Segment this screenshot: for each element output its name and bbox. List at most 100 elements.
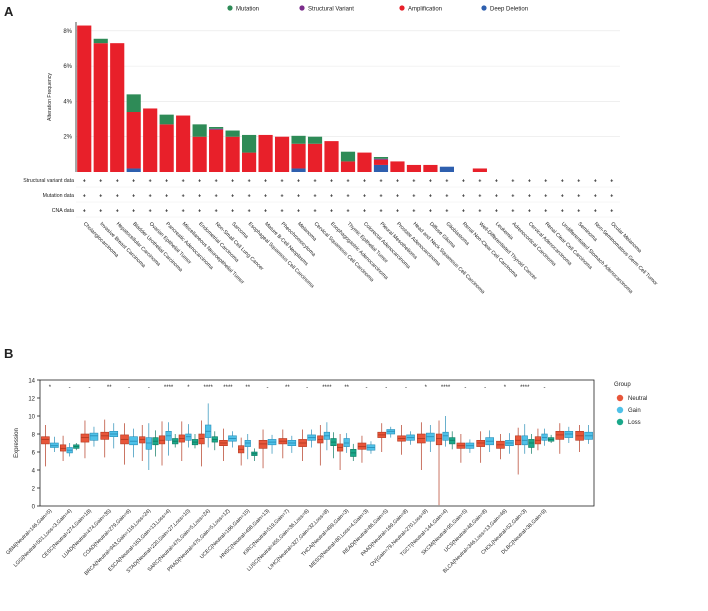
y-tick-label: 14 [28,378,35,384]
data-row-marker: + [495,179,498,185]
significance-label: - [385,385,387,391]
bar-segment-mutation [242,134,257,153]
data-row-marker: + [511,209,514,215]
box-neutral [435,433,443,446]
data-row-marker: + [231,179,234,185]
y-axis-title: Alteration Frequency [47,73,53,121]
bar-segment-mutation [159,114,174,125]
data-row-marker: + [264,209,267,215]
bar-segment-deep-deletion [291,168,306,172]
bar-segment-deep-deletion [439,166,454,172]
significance-label: * [187,385,190,391]
y-tick-label: 2% [63,135,72,141]
bar-segment-amplification [110,43,125,173]
data-row-label: CNA data [52,208,74,214]
data-row-marker: + [132,179,135,185]
data-row-marker: + [99,194,102,200]
data-row-marker: + [495,209,498,215]
box-neutral [41,436,50,445]
significance-label: - [306,385,308,391]
significance-label: **** [164,385,174,391]
legend-marker-loss [616,418,624,426]
data-row-marker: + [182,179,185,185]
data-row-marker: + [83,179,86,185]
bar-segment-mutation [291,135,306,144]
data-row-marker: + [528,179,531,185]
data-row-marker: + [379,209,382,215]
box-gain [426,432,435,442]
bar-segment-amplification [373,159,389,165]
bar-segment-amplification [225,136,240,172]
y-tick-label: 12 [28,396,35,402]
category-label: Non-Seminomatous Germ Cell Tumor [593,221,659,287]
significance-label: ** [285,385,290,391]
bar-segment-mutation [126,94,141,112]
bar-segment-amplification [258,134,273,172]
significance-label: - [267,385,269,391]
data-row-marker: + [478,179,481,185]
significance-label: * [425,385,428,391]
data-row-marker: + [231,194,234,200]
box-gain [386,429,396,435]
bar-segment-amplification [340,161,356,172]
data-row-marker: + [165,179,168,185]
data-row-marker: + [544,179,547,185]
data-row-marker: + [330,179,333,185]
legend-marker-neutral [616,394,624,402]
bar-segment-amplification [472,168,487,172]
legend-marker-deep-deletion [481,5,487,11]
data-row-marker: + [429,209,432,215]
bar-segment-amplification [291,143,306,169]
data-row-marker: + [429,194,432,200]
data-row-marker: + [462,209,465,215]
significance-label: **** [223,385,233,391]
bar-segment-structural-variant [209,128,224,130]
bar-segment-amplification [307,143,323,172]
bar-segment-deep-deletion [373,164,389,172]
data-row-marker: + [561,179,564,185]
data-row-marker: + [594,194,597,200]
y-tick-label: 6 [32,450,36,456]
data-row-marker: + [198,179,201,185]
data-row-marker: + [429,179,432,185]
bar-segment-structural-variant [373,158,389,160]
data-row-marker: + [116,179,119,185]
bar-segment-amplification [77,25,92,172]
significance-label: **** [204,385,214,391]
data-row-marker: + [577,209,580,215]
box-neutral [198,433,205,445]
data-row-marker: + [297,194,300,200]
data-row-marker: + [561,194,564,200]
data-row-marker: + [248,179,251,185]
plot-frame [39,379,595,507]
data-row-marker: + [577,194,580,200]
data-row-marker: + [314,209,317,215]
bar-segment-amplification [209,129,224,172]
data-row-marker: + [396,179,399,185]
legend-label-neutral: Neutral [628,396,647,402]
data-row-marker: + [363,194,366,200]
significance-label: - [88,385,90,391]
data-row-marker: + [561,209,564,215]
data-row-marker: + [264,179,267,185]
y-tick-label: 2 [32,486,36,492]
data-row-marker: + [330,209,333,215]
data-row-marker: + [149,179,152,185]
legend-label-mutation: Mutation [236,7,259,13]
data-row-marker: + [330,194,333,200]
data-row-label: Structural variant data [23,178,74,184]
data-row-marker: + [462,194,465,200]
data-row-marker: + [379,179,382,185]
data-row-marker: + [149,194,152,200]
significance-label: * [49,385,52,391]
y-tick-label: 8% [63,29,72,35]
data-row-marker: + [412,194,415,200]
data-row-marker: + [314,194,317,200]
bar-segment-amplification [242,152,257,172]
data-row-marker: + [511,194,514,200]
data-row-marker: + [165,209,168,215]
significance-label: - [484,385,486,391]
bar-segment-amplification [192,136,207,172]
data-row-marker: + [297,209,300,215]
data-row-marker: + [346,194,349,200]
